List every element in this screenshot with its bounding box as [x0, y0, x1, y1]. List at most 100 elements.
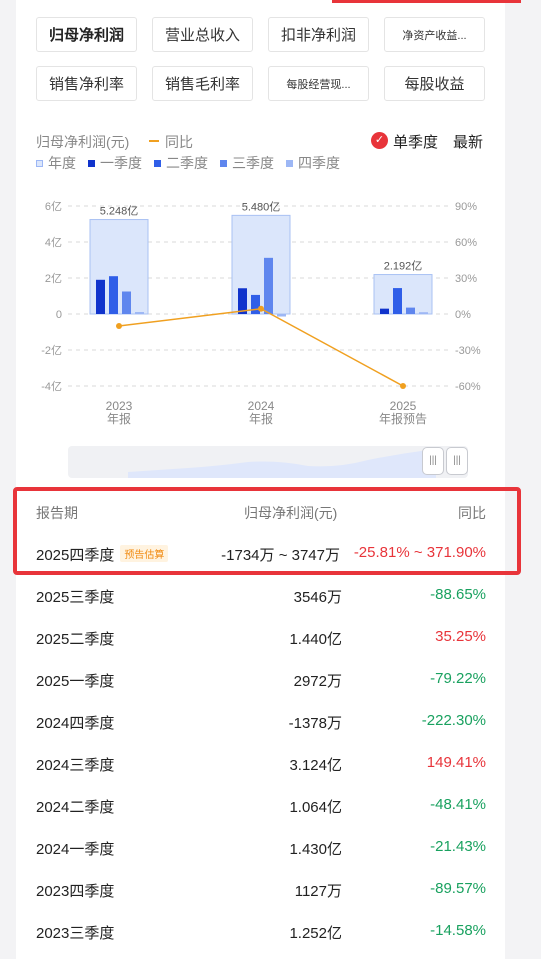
row-value: 1.440亿 [289, 631, 342, 648]
metric-gross-margin-button[interactable]: 销售毛利率 [152, 66, 253, 101]
y-right-tick-label: 0% [455, 309, 471, 321]
legend-item-annual[interactable]: 年度 [36, 153, 76, 173]
metric-net-margin-button[interactable]: 销售净利率 [36, 66, 137, 101]
row-value: 2972万 [293, 673, 342, 690]
quarter-bar [251, 294, 260, 314]
series-legend: 年度 一季度 二季度 三季度 四季度 [36, 154, 352, 172]
x-tick-label: 年报预告 [379, 411, 427, 426]
x-tick-label: 2023 [106, 399, 133, 413]
metric-revenue-button[interactable]: 营业总收入 [152, 17, 253, 52]
row-period: 2025一季度 [36, 670, 114, 691]
annual-value-label: 2.192亿 [384, 260, 423, 273]
metric-ocf-per-share-button[interactable]: 每股经营现... [268, 66, 369, 101]
metric-eps-button[interactable]: 每股收益 [384, 66, 485, 101]
row-yoy: -88.65% [430, 586, 486, 603]
table-row[interactable]: 2024二季度 1.064亿 -48.41% [36, 784, 486, 826]
y-left-tick-label: 0 [56, 309, 62, 321]
quarter-bar [109, 276, 118, 314]
annual-bar [373, 274, 433, 315]
quarter-bar [96, 279, 105, 314]
row-period: 2025三季度 [36, 586, 114, 607]
chart-legend-top: 归母净利润(元) 同比 ✓ 单季度 最新 [36, 130, 506, 152]
y-right-tick-label: 90% [455, 201, 477, 213]
row-period: 2024一季度 [36, 838, 114, 859]
active-tab-indicator [332, 0, 521, 3]
yoy-legend-label: 同比 [165, 134, 193, 150]
row-yoy: 149.41% [426, 754, 486, 771]
y-right-tick-label: 60% [455, 237, 477, 249]
table-row[interactable]: 2025一季度 2972万 -79.22% [36, 658, 486, 700]
y-left-tick-label: -2亿 [41, 344, 62, 357]
unit-label: 归母净利润(元) [36, 134, 130, 150]
quarter-bar [393, 288, 402, 314]
row-yoy: 35.25% [435, 628, 486, 645]
yoy-line-swatch [149, 140, 159, 142]
latest-toggle[interactable]: 最新 [453, 134, 484, 151]
legend-label: 四季度 [298, 155, 340, 171]
legend-swatch [36, 159, 43, 167]
yoy-line [118, 307, 404, 387]
table-row[interactable]: 2024三季度 3.124亿 149.41% [36, 742, 486, 784]
row-period-text: 2023四季度 [36, 883, 115, 900]
row-period-text: 2024三季度 [36, 757, 115, 774]
row-yoy: -48.41% [430, 796, 486, 813]
net-profit-chart: 6亿 90% 4亿 60% 2亿 30% 0 0% -2亿 -30% -4亿 -60% 5.248亿 20… [41, 200, 481, 426]
table-row[interactable]: 2023四季度 1127万 -89.57% [36, 868, 486, 910]
table-row[interactable]: 2025四季度 预告估算 -1734万 ~ 3747万 -25.81% ~ 371.9… [36, 532, 486, 574]
table-row[interactable]: 2025三季度 3546万 -88.65% [36, 574, 486, 616]
row-period: 2024四季度 [36, 712, 114, 733]
table-row[interactable]: 2024一季度 1.430亿 -21.43% [36, 826, 486, 868]
metric-net-profit-button[interactable]: 归母净利润 [36, 17, 137, 52]
range-scrubber[interactable] [68, 446, 468, 478]
legend-swatch [286, 159, 293, 167]
yoy-point [400, 383, 406, 389]
quarter-bar [122, 291, 131, 314]
x-tick-label: 2025 [390, 399, 417, 413]
x-tick-label: 年报 [107, 411, 131, 426]
scrubber-left-handle[interactable]: ||| [422, 447, 444, 475]
y-right-tick-label: -30% [455, 345, 481, 357]
row-period: 2024二季度 [36, 796, 114, 817]
row-yoy: -25.81% ~ 371.90% [353, 544, 486, 561]
table-row[interactable]: 2023三季度 1.252亿 -14.58% [36, 910, 486, 952]
quarter-bar [238, 288, 247, 314]
legend-swatch [220, 159, 227, 167]
header-yoy: 同比 [458, 505, 486, 521]
scrubber-right-handle[interactable]: ||| [446, 447, 468, 475]
row-yoy: -21.43% [430, 838, 486, 855]
metric-selector: 归母净利润 营业总收入 扣非净利润 净资产收益... 销售净利率 销售毛利率 每… [36, 17, 504, 101]
header-value: 归母净利润(元) [244, 505, 338, 521]
row-value: 1.252亿 [289, 925, 342, 942]
quarter-bar [277, 314, 286, 317]
legend-label: 三季度 [232, 155, 274, 171]
check-icon[interactable]: ✓ [371, 132, 388, 149]
legend-label: 一季度 [100, 155, 142, 171]
forecast-badge: 预告估算 [120, 545, 169, 562]
annual-value-label: 5.248亿 [100, 205, 139, 218]
quarter-bar [135, 312, 144, 314]
table-row[interactable]: 2024四季度 -1378万 -222.30% [36, 700, 486, 742]
y-left-tick-label: 2亿 [45, 272, 62, 285]
table-row[interactable]: 2025二季度 1.440亿 35.25% [36, 616, 486, 658]
row-yoy: -14.58% [430, 922, 486, 939]
forecast-row-highlight [13, 487, 521, 575]
legend-item-q1[interactable]: 一季度 [88, 153, 142, 173]
legend-item-q3[interactable]: 三季度 [220, 153, 274, 173]
single-quarter-toggle[interactable]: 单季度 [393, 134, 439, 151]
legend-label: 年度 [48, 155, 76, 171]
row-value: 3.124亿 [289, 757, 342, 774]
metric-roe-button[interactable]: 净资产收益... [384, 17, 485, 52]
y-right-tick-label: 30% [455, 273, 477, 285]
row-value: 1127万 [294, 883, 342, 900]
row-period-text: 2023三季度 [36, 925, 115, 942]
legend-item-q4[interactable]: 四季度 [286, 153, 340, 173]
legend-swatch [154, 159, 161, 167]
table-header: 报告期 归母净利润(元) 同比 [36, 500, 486, 524]
row-period: 2024三季度 [36, 754, 114, 775]
metric-deducted-profit-button[interactable]: 扣非净利润 [268, 17, 369, 52]
quarter-bar [419, 312, 428, 314]
yoy-point [116, 323, 122, 329]
row-value: 1.064亿 [289, 799, 342, 816]
row-value: -1378万 [288, 715, 342, 732]
legend-item-q2[interactable]: 二季度 [154, 153, 208, 173]
